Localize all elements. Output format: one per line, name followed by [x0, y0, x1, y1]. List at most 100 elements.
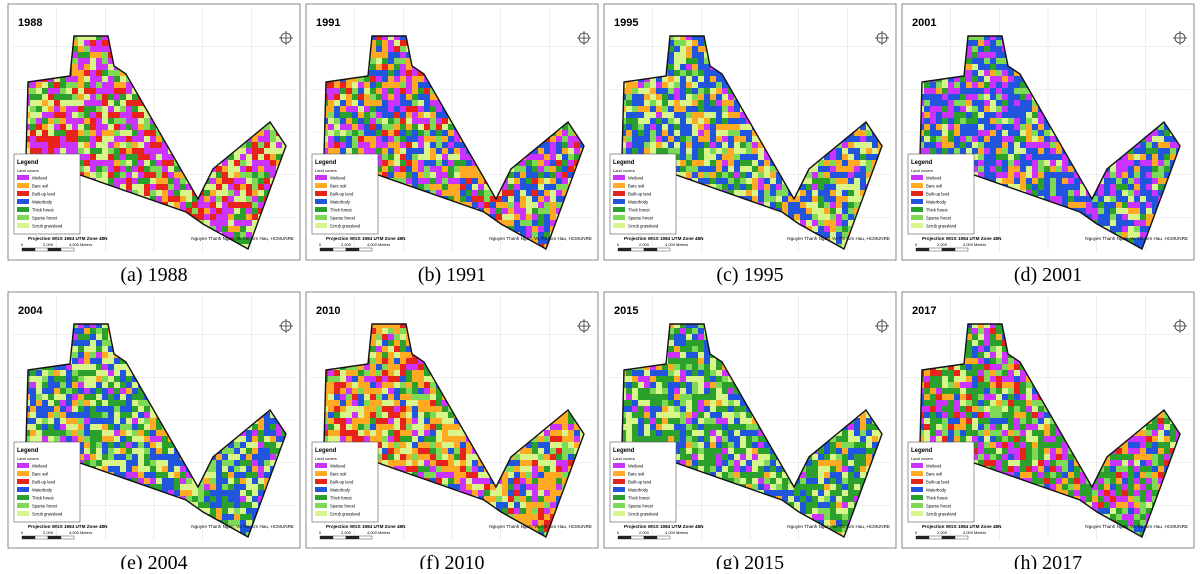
land-cell — [114, 112, 120, 118]
land-cell — [520, 178, 526, 184]
land-cell — [836, 214, 842, 220]
land-cell — [132, 160, 138, 166]
land-cell — [210, 202, 216, 208]
land-cell — [424, 142, 430, 148]
land-cell — [448, 166, 454, 172]
land-cell — [454, 172, 460, 178]
land-cell — [328, 142, 334, 148]
land-cell — [526, 196, 532, 202]
land-cell — [114, 154, 120, 160]
land-cell — [550, 154, 556, 160]
land-cell — [198, 202, 204, 208]
land-cell — [544, 178, 550, 184]
land-cell — [454, 190, 460, 196]
land-cell — [854, 190, 860, 196]
land-cell — [680, 82, 686, 88]
land-cell — [156, 178, 162, 184]
land-cell — [108, 160, 114, 166]
scale-bar — [35, 248, 48, 251]
land-cell — [376, 136, 382, 142]
land-cell — [824, 214, 830, 220]
land-cell — [538, 226, 544, 232]
land-cell — [526, 220, 532, 226]
land-cell — [60, 88, 66, 94]
land-cell — [102, 40, 108, 46]
land-cell — [698, 94, 704, 100]
land-cell — [698, 148, 704, 154]
land-cell — [532, 184, 538, 190]
land-cell — [526, 202, 532, 208]
land-cell — [448, 178, 454, 184]
land-cell — [234, 154, 240, 160]
land-cell — [370, 94, 376, 100]
land-cell — [734, 130, 740, 136]
land-cell — [734, 106, 740, 112]
land-cell — [48, 118, 54, 124]
land-cell — [108, 106, 114, 112]
land-cell — [722, 136, 728, 142]
land-cell — [656, 136, 662, 142]
land-cell — [198, 214, 204, 220]
land-cell — [728, 178, 734, 184]
land-cell — [346, 124, 352, 130]
land-cell — [96, 88, 102, 94]
land-cell — [716, 178, 722, 184]
land-cell — [704, 70, 710, 76]
land-cell — [532, 172, 538, 178]
land-cell — [538, 160, 544, 166]
land-cell — [216, 172, 222, 178]
land-cell — [680, 142, 686, 148]
land-cell — [132, 136, 138, 142]
land-cell — [90, 46, 96, 52]
land-cell — [514, 172, 520, 178]
land-cell — [382, 76, 388, 82]
land-cell — [818, 190, 824, 196]
land-cell — [376, 76, 382, 82]
land-cell — [412, 118, 418, 124]
land-cell — [692, 64, 698, 70]
land-cell — [644, 100, 650, 106]
land-cell — [138, 172, 144, 178]
land-cell — [78, 106, 84, 112]
land-cell — [240, 184, 246, 190]
land-cell — [686, 46, 692, 52]
land-cell — [394, 136, 400, 142]
land-cell — [430, 154, 436, 160]
land-cell — [680, 112, 686, 118]
land-cell — [668, 124, 674, 130]
land-cell — [740, 124, 746, 130]
land-cell — [222, 190, 228, 196]
land-cell — [412, 142, 418, 148]
land-cell — [168, 196, 174, 202]
land-cell — [568, 160, 574, 166]
land-cell — [156, 136, 162, 142]
land-cell — [460, 166, 466, 172]
land-cell — [848, 142, 854, 148]
land-cell — [644, 106, 650, 112]
land-cell — [662, 130, 668, 136]
land-cell — [680, 46, 686, 52]
land-cell — [388, 88, 394, 94]
legend-label: Built-up land — [32, 192, 56, 197]
land-cell — [412, 76, 418, 82]
land-cell — [276, 148, 282, 154]
land-cell — [812, 190, 818, 196]
land-cell — [328, 94, 334, 100]
land-cell — [436, 142, 442, 148]
land-cell — [150, 136, 156, 142]
land-cell — [752, 142, 758, 148]
land-cell — [794, 214, 800, 220]
land-cell — [412, 82, 418, 88]
land-cell — [710, 88, 716, 94]
land-cell — [680, 118, 686, 124]
land-cell — [120, 124, 126, 130]
land-cell — [90, 166, 96, 172]
land-cell — [502, 214, 508, 220]
land-cell — [812, 208, 818, 214]
land-cell — [842, 208, 848, 214]
land-cell — [716, 136, 722, 142]
land-cell — [54, 124, 60, 130]
land-cell — [544, 184, 550, 190]
land-cell — [102, 46, 108, 52]
land-cell — [842, 154, 848, 160]
